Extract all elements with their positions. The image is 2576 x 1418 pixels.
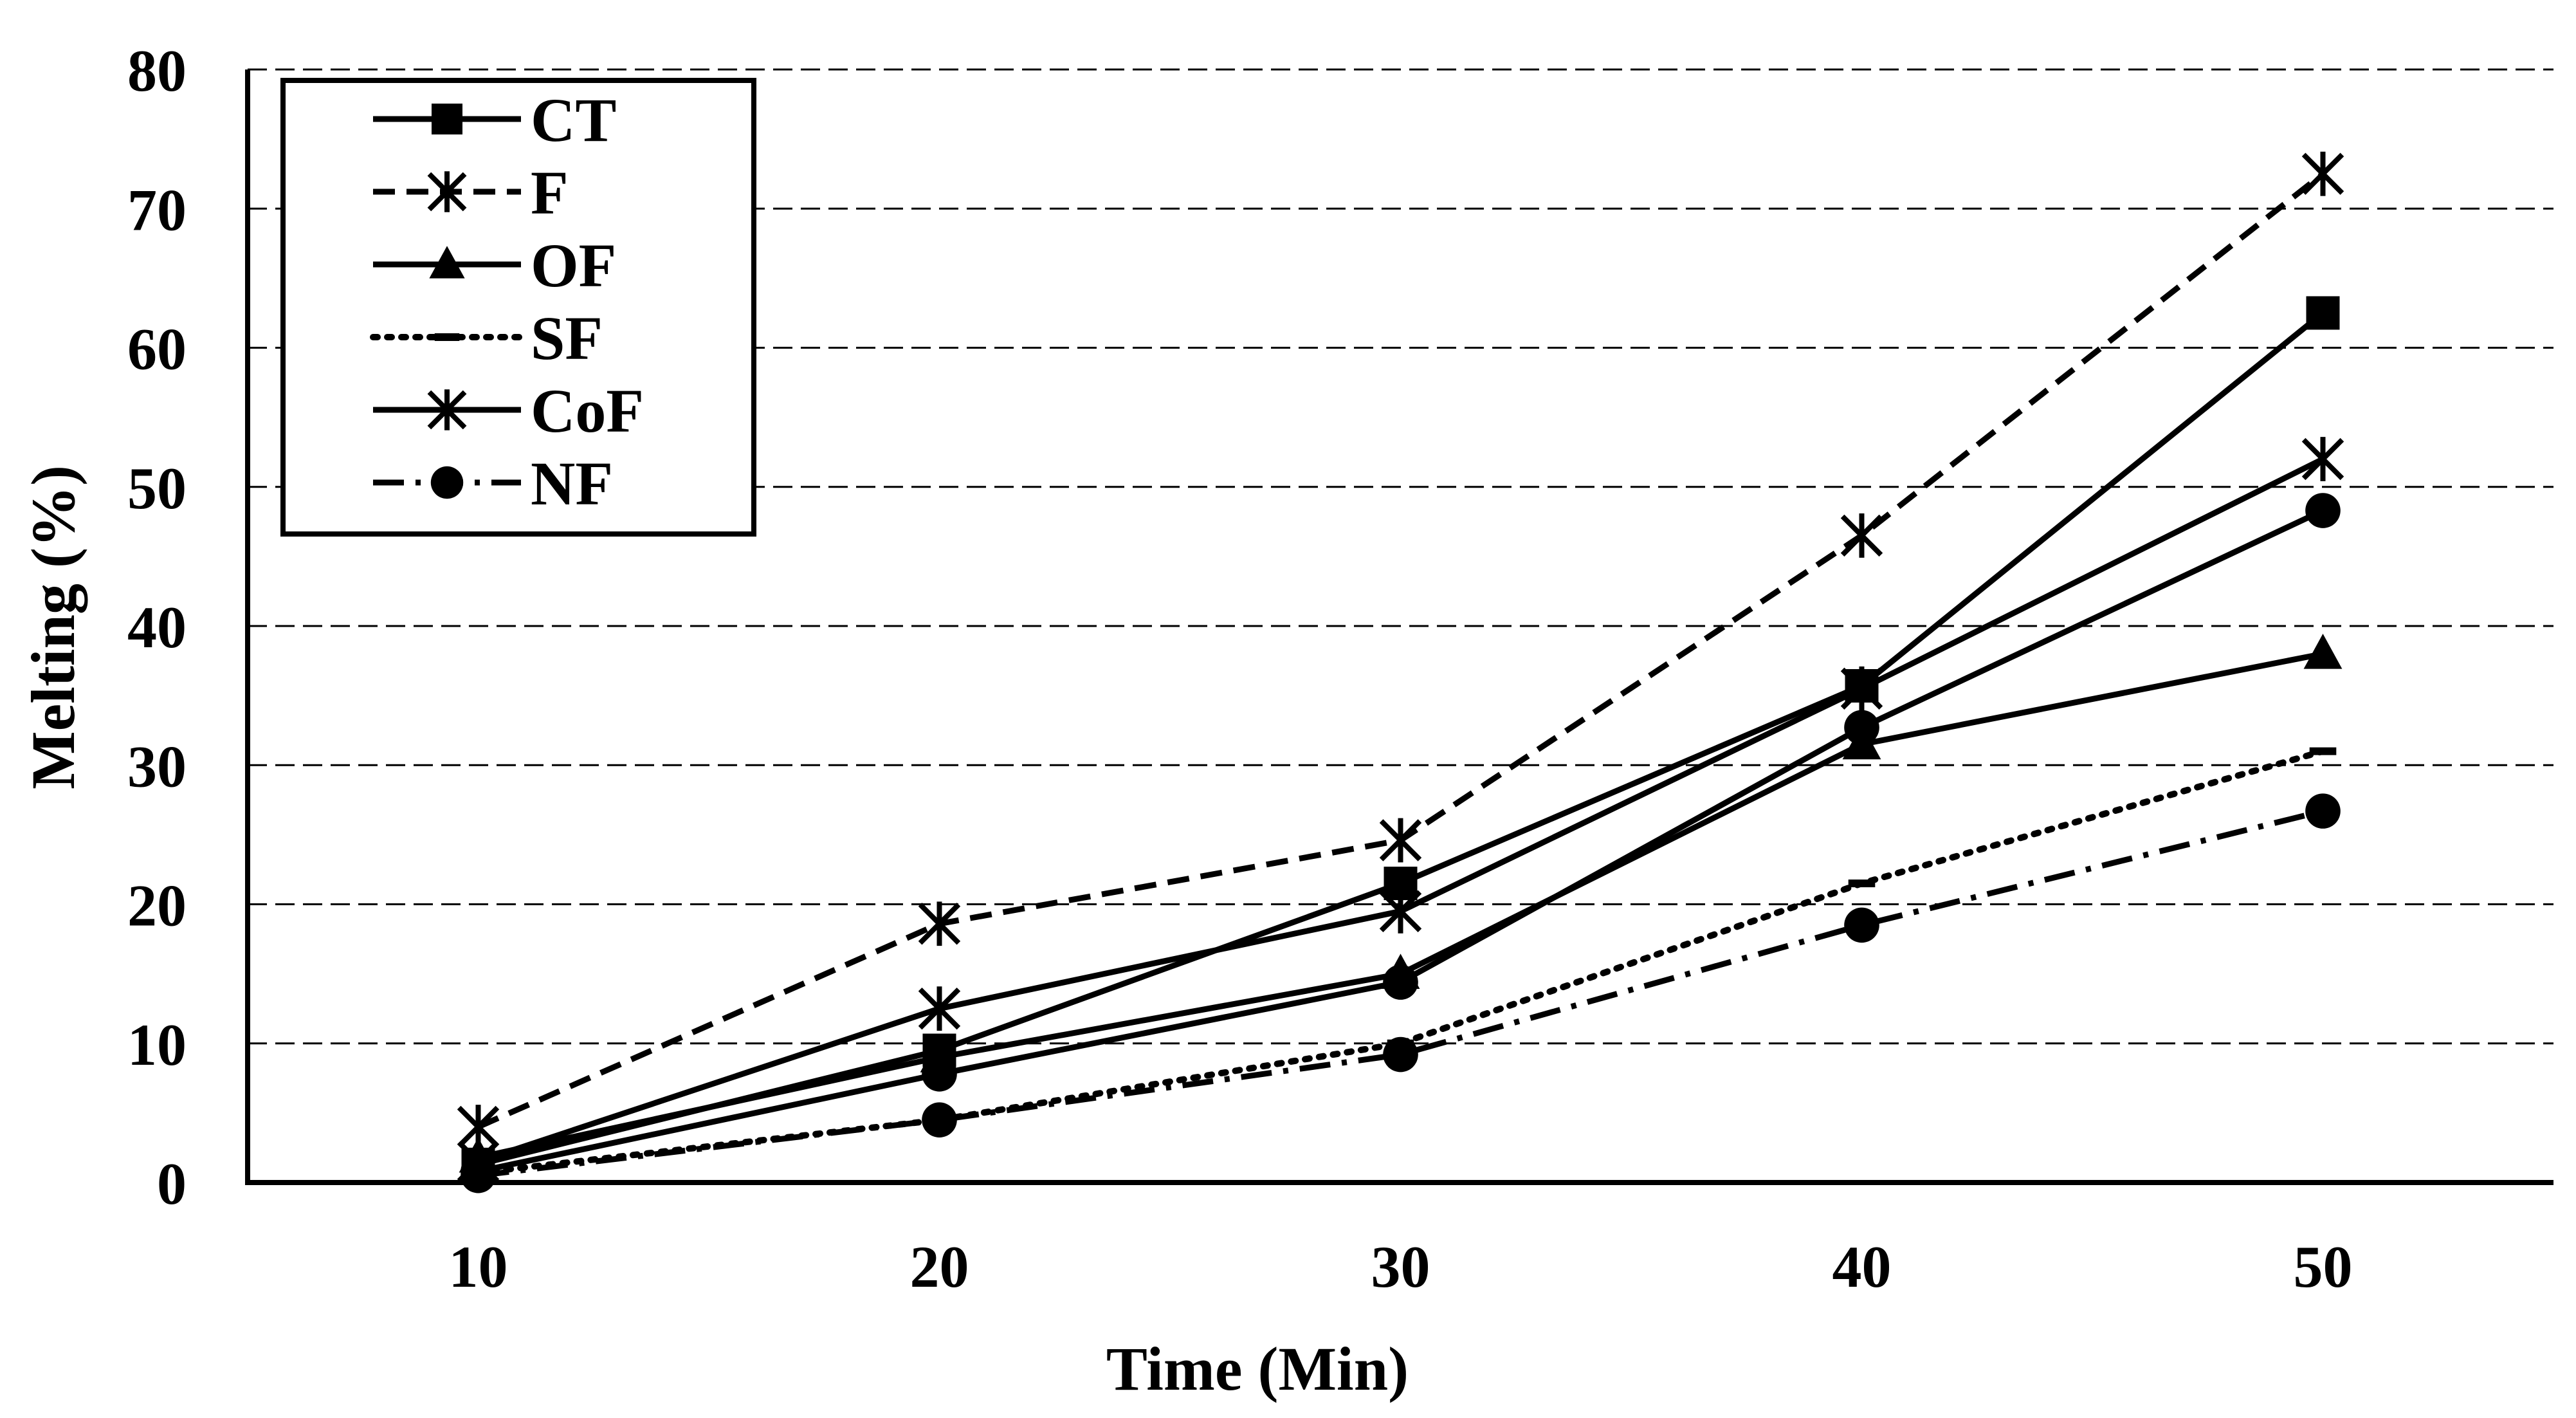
y-axis-label: Melting (%) — [19, 465, 87, 789]
triangle-marker — [429, 246, 465, 279]
y-tick-label: 20 — [127, 873, 187, 939]
asterisk-marker — [1379, 818, 1422, 863]
circle-marker — [2305, 493, 2341, 528]
square-marker — [2306, 296, 2340, 330]
asterisk-marker — [427, 171, 467, 212]
triangle-marker — [2303, 634, 2343, 669]
x-tick-labels: 10 20 30 40 50 — [449, 1234, 2353, 1300]
series-group — [457, 151, 2344, 1193]
y-tick-label: 60 — [127, 317, 187, 382]
asterisk-marker — [427, 389, 467, 430]
y-tick-label: 40 — [127, 594, 187, 660]
legend-item-of: OF — [373, 231, 616, 300]
dash-marker — [1848, 879, 1876, 888]
legend-item-sf: SF — [370, 304, 603, 373]
x-tick-label: 10 — [449, 1234, 508, 1300]
asterisk-marker — [918, 986, 961, 1031]
y-tick-labels: 0 10 20 30 40 50 60 70 80 — [127, 38, 187, 1217]
legend-label: NF — [531, 449, 613, 518]
asterisk-marker — [1840, 666, 1883, 711]
axes — [245, 69, 2553, 1185]
asterisk-marker — [1840, 513, 1883, 558]
circle-marker — [922, 1102, 957, 1137]
circle-marker — [1844, 907, 1879, 943]
circle-marker — [1383, 1036, 1418, 1073]
x-tick-label: 20 — [910, 1234, 969, 1300]
square-marker — [432, 104, 462, 134]
legend-label: CT — [531, 86, 616, 154]
circle-marker — [922, 1056, 957, 1092]
legend-item-ct: CT — [373, 86, 616, 154]
y-tick-label: 80 — [127, 38, 187, 104]
legend-label: SF — [531, 304, 603, 373]
dash-marker — [2309, 747, 2337, 755]
asterisk-marker — [2301, 151, 2344, 196]
series-f — [457, 151, 2344, 1149]
legend-box — [280, 78, 756, 537]
y-tick-label: 70 — [127, 177, 187, 243]
x-tick-label: 50 — [2294, 1234, 2353, 1300]
y-tick-label: 0 — [157, 1151, 187, 1217]
dash-marker — [434, 333, 460, 341]
legend-item-nf: NF — [373, 449, 613, 518]
y-tick-label: 30 — [127, 733, 187, 799]
circle-marker — [430, 466, 464, 499]
series-nf — [461, 493, 2341, 1189]
circle-marker — [461, 1154, 496, 1189]
legend-label: CoF — [531, 376, 644, 445]
y-tick-label: 50 — [127, 456, 187, 521]
x-axis-label: Time (Min) — [1106, 1334, 1409, 1403]
legend-item-cof: CoF — [373, 376, 644, 445]
x-tick-label: 40 — [1832, 1234, 1892, 1300]
asterisk-marker — [1379, 889, 1422, 934]
legend-item-f: F — [373, 158, 569, 227]
circle-marker — [1383, 964, 1418, 1000]
asterisk-marker — [2301, 437, 2344, 481]
circle-marker — [1844, 710, 1879, 746]
asterisk-marker — [918, 901, 961, 946]
y-tick-label: 10 — [127, 1012, 187, 1078]
x-tick-label: 30 — [1371, 1234, 1430, 1300]
legend-label: OF — [531, 231, 616, 300]
circle-marker — [2305, 793, 2341, 829]
legend-label: F — [531, 158, 569, 227]
